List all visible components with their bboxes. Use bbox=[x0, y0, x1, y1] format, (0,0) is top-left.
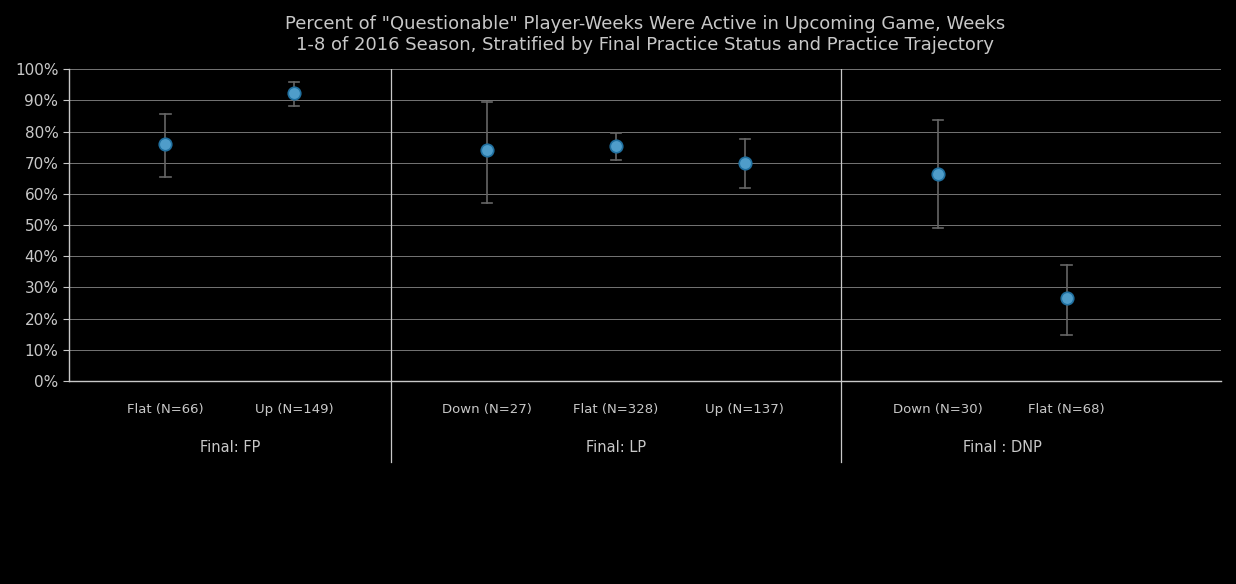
Text: Final: FP: Final: FP bbox=[200, 440, 260, 455]
Text: Flat (N=68): Flat (N=68) bbox=[1028, 403, 1105, 416]
Text: Down (N=30): Down (N=30) bbox=[892, 403, 983, 416]
Title: Percent of "Questionable" Player-Weeks Were Active in Upcoming Game, Weeks
1-8 o: Percent of "Questionable" Player-Weeks W… bbox=[284, 15, 1005, 54]
Text: Flat (N=328): Flat (N=328) bbox=[574, 403, 659, 416]
Text: Final: LP: Final: LP bbox=[586, 440, 646, 455]
Text: Final : DNP: Final : DNP bbox=[963, 440, 1042, 455]
Text: Up (N=149): Up (N=149) bbox=[255, 403, 334, 416]
Text: Up (N=137): Up (N=137) bbox=[706, 403, 784, 416]
Text: Flat (N=66): Flat (N=66) bbox=[127, 403, 204, 416]
Text: Down (N=27): Down (N=27) bbox=[442, 403, 533, 416]
